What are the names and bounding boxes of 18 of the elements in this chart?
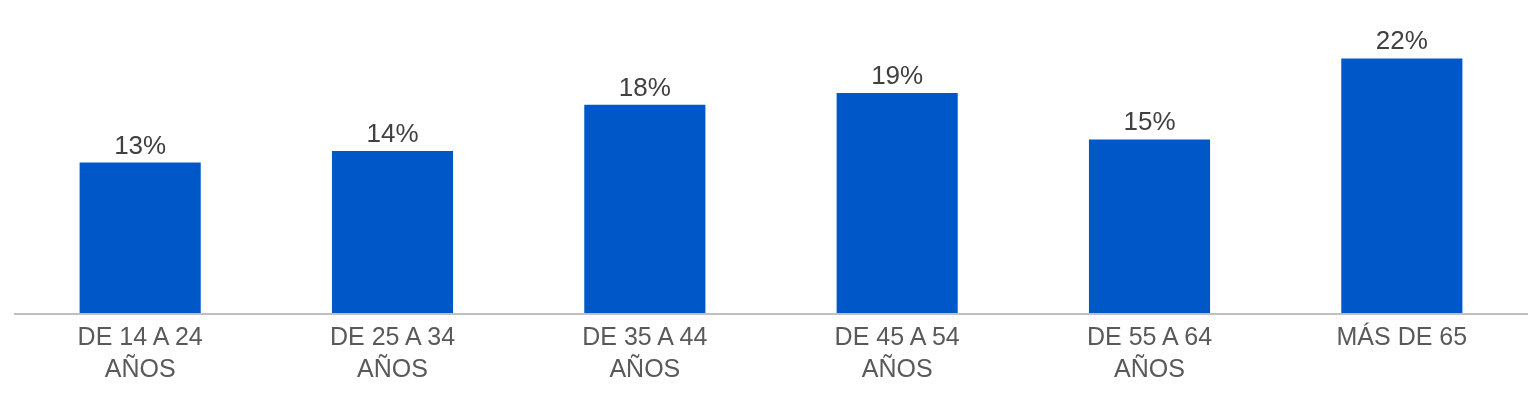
x-tick-label: DE 14 A 24 AÑOS <box>77 321 203 383</box>
data-label: 13% <box>114 129 167 160</box>
data-label: 19% <box>871 60 924 91</box>
data-label: 14% <box>366 117 419 148</box>
bar <box>584 104 706 313</box>
x-tick-label: DE 35 A 44 AÑOS <box>582 321 708 383</box>
data-label: 22% <box>1375 25 1428 56</box>
bar <box>836 93 958 313</box>
data-label: 15% <box>1123 106 1176 137</box>
x-tick-label: DE 55 A 64 AÑOS <box>1086 321 1213 383</box>
bar <box>1088 139 1211 313</box>
bar <box>1341 58 1463 313</box>
x-tick-label: MÁS DE 65 <box>1336 321 1468 350</box>
bar <box>79 162 201 313</box>
x-tick-label: DE 45 A 54 AÑOS <box>834 321 960 383</box>
data-label: 18% <box>618 71 671 102</box>
bar <box>331 150 454 313</box>
x-tick-label: DE 25 A 34 AÑOS <box>329 321 456 383</box>
